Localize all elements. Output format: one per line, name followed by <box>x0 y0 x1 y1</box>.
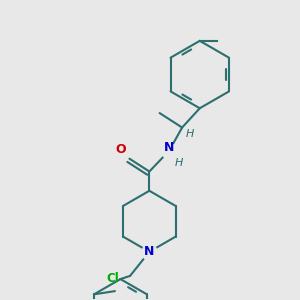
Text: H: H <box>175 158 183 168</box>
Text: Cl: Cl <box>106 272 119 285</box>
Text: O: O <box>116 143 126 156</box>
Text: N: N <box>144 245 154 258</box>
Text: H: H <box>185 129 194 139</box>
Text: N: N <box>164 141 175 154</box>
